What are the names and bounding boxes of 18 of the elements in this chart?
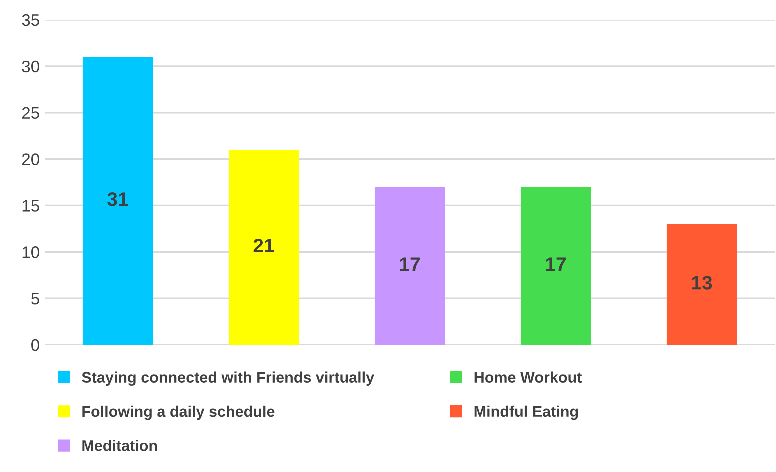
y-tick-label: 5 [32, 293, 40, 305]
y-tick-label: 15 [22, 200, 40, 212]
legend-label: Home Workout [474, 372, 582, 383]
data-label: 17 [546, 258, 566, 272]
legend-label: Following a daily schedule [82, 406, 275, 420]
y-tick-label: 0 [32, 339, 40, 352]
legend-label: Mindful Eating [474, 406, 578, 420]
y-tick-label: 10 [22, 246, 40, 258]
data-label: 21 [254, 238, 274, 253]
y-tick-label: 25 [22, 107, 40, 120]
data-label: 31 [108, 192, 128, 206]
legend-label: Meditation [82, 440, 158, 452]
legend-label: Staying connected with Friends virtually [82, 372, 374, 386]
data-label: 17 [400, 258, 420, 272]
y-tick-label: 20 [22, 154, 40, 166]
y-tick-label: 30 [22, 60, 40, 73]
data-label: 13 [692, 276, 712, 290]
y-tick-label: 35 [22, 14, 40, 26]
